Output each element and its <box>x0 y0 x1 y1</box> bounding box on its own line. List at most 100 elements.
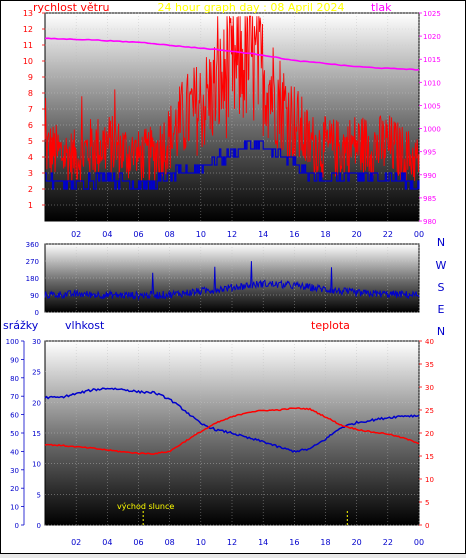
climate-grid <box>45 340 420 526</box>
y-right-tick-label: 980 <box>423 218 436 226</box>
x-tick-label: 12 <box>227 230 237 239</box>
x-tick-label: 00 <box>414 538 424 547</box>
rain-label: srážky <box>3 319 39 332</box>
y-tick-label: 270 <box>26 258 39 266</box>
rain-tick-label: 60 <box>10 412 19 420</box>
y-tick-label: 90 <box>30 292 39 300</box>
y-left-tick-label: 6 <box>28 121 33 130</box>
climate-series <box>44 387 420 455</box>
y-right-tick-label: 1010 <box>423 79 441 87</box>
x-tick-label: 00 <box>414 230 424 239</box>
y-right-tick-label: 990 <box>423 172 436 180</box>
rain-tick-label: 10 <box>10 504 19 512</box>
y-left-tick-label: 9 <box>28 73 33 82</box>
wind-pressure-series <box>44 15 420 190</box>
x-tick-label: 02 <box>71 538 81 547</box>
y-left-tick-label: 1 <box>28 201 33 210</box>
temperature-tick-label: 35 <box>425 361 434 369</box>
x-tick-label: 22 <box>383 538 393 547</box>
wind-average-line <box>45 140 420 190</box>
x-tick-label: 14 <box>258 230 268 239</box>
x-tick-label: 20 <box>352 538 362 547</box>
humidity-label: vlhkost <box>65 319 105 332</box>
temperature-tick-label: 30 <box>425 384 434 392</box>
temperature-label: teplota <box>311 319 350 332</box>
y-right-tick-label: 1020 <box>423 33 441 41</box>
wind-direction-series <box>44 261 420 301</box>
x-tick-label: 18 <box>320 538 330 547</box>
x-tick-label: 08 <box>165 538 175 547</box>
rain-tick-label: 0 <box>15 522 19 530</box>
x-tick-label: 10 <box>196 230 206 239</box>
humidity-tick-label: 30 <box>32 338 41 346</box>
x-tick-label: 06 <box>133 230 143 239</box>
pressure-line <box>44 37 420 71</box>
y-right-tick-label: 995 <box>423 149 436 157</box>
y-tick-label: 0 <box>35 309 39 317</box>
humidity-tick-label: 15 <box>32 430 41 438</box>
rain-tick-label: 50 <box>10 430 19 438</box>
x-tick-label: 02 <box>71 230 81 239</box>
temperature-tick-label: 0 <box>425 522 429 530</box>
compass-label: E <box>438 303 445 316</box>
y-left-tick-label: 5 <box>28 137 33 146</box>
y-left-tick-label: 7 <box>28 105 33 114</box>
compass-label: N <box>437 325 445 338</box>
y-left-tick-label: 3 <box>28 169 33 178</box>
wind-speed-label: rychlost větru <box>33 1 109 14</box>
humidity-tick-label: 10 <box>32 461 41 469</box>
y-left-tick-label: 11 <box>23 41 33 50</box>
x-tick-label: 04 <box>102 230 112 239</box>
y-tick-label: 360 <box>26 241 39 249</box>
x-tick-label: 16 <box>289 538 299 547</box>
compass-label: W <box>436 259 447 272</box>
y-left-tick-label: 12 <box>23 25 33 34</box>
humidity-tick-label: 20 <box>32 399 41 407</box>
y-left-tick-label: 2 <box>28 185 33 194</box>
y-left-tick-label: 8 <box>28 89 33 98</box>
wind-direction-line <box>44 261 420 301</box>
temperature-tick-label: 40 <box>425 338 434 346</box>
y-left-tick-label: 10 <box>23 57 33 66</box>
x-tick-label: 22 <box>383 230 393 239</box>
rain-tick-label: 100 <box>6 338 19 346</box>
x-tick-label: 06 <box>133 538 143 547</box>
temperature-tick-label: 20 <box>425 430 434 438</box>
y-right-tick-label: 1015 <box>423 56 441 64</box>
x-tick-label: 18 <box>320 230 330 239</box>
rain-tick-label: 70 <box>10 393 19 401</box>
wind-pressure-axes: 02 04 06 08 10 12 14 16 18 20 22 001234567891011121… <box>23 9 441 239</box>
y-right-tick-label: 1025 <box>423 10 441 18</box>
temperature-tick-label: 15 <box>425 453 434 461</box>
x-tick-label: 12 <box>227 538 237 547</box>
compass-label: N <box>437 236 445 249</box>
x-tick-label: 20 <box>352 230 362 239</box>
temperature-tick-label: 25 <box>425 407 434 415</box>
rain-tick-label: 40 <box>10 448 19 456</box>
humidity-tick-label: 5 <box>37 491 41 499</box>
wind-gust-line <box>44 15 420 183</box>
y-right-tick-label: 985 <box>423 195 436 203</box>
y-left-tick-label: 4 <box>28 153 33 162</box>
x-tick-label: 14 <box>258 538 268 547</box>
temperature-line <box>44 407 420 455</box>
y-right-tick-label: 1005 <box>423 102 441 110</box>
x-tick-label: 04 <box>102 538 112 547</box>
wind-direction-grid <box>45 243 420 313</box>
y-tick-label: 180 <box>26 275 39 283</box>
humidity-line <box>44 387 420 453</box>
pressure-label: tlak <box>371 1 392 14</box>
sunrise-annotation: východ slunce <box>117 502 174 511</box>
rain-tick-label: 20 <box>10 485 19 493</box>
y-right-tick-label: 1000 <box>423 126 441 134</box>
rain-tick-label: 30 <box>10 467 19 475</box>
climate-axes: 02 04 06 08 10 12 14 16 18 20 22 000510152025300102… <box>6 338 434 547</box>
humidity-tick-label: 0 <box>37 522 41 530</box>
x-tick-label: 10 <box>196 538 206 547</box>
x-tick-label: 16 <box>289 230 299 239</box>
chart-title: 24 hour graph day : 08 April 2024 <box>158 1 345 14</box>
temperature-tick-label: 5 <box>425 499 429 507</box>
